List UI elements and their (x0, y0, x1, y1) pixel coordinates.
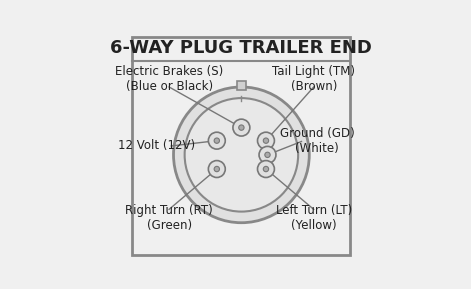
Circle shape (265, 152, 270, 158)
Circle shape (258, 161, 275, 177)
Text: Tail Light (TM)
(Brown): Tail Light (TM) (Brown) (272, 65, 355, 93)
Bar (237, 81, 245, 90)
Circle shape (173, 87, 309, 223)
Circle shape (239, 125, 244, 130)
Text: 12 Volt (12V): 12 Volt (12V) (118, 140, 195, 152)
Circle shape (214, 166, 219, 172)
Circle shape (233, 119, 250, 136)
Text: 6-WAY PLUG TRAILER END: 6-WAY PLUG TRAILER END (111, 39, 372, 57)
Text: Ground (GD)
(White): Ground (GD) (White) (280, 127, 354, 155)
Circle shape (263, 138, 268, 143)
Circle shape (258, 132, 275, 149)
Circle shape (214, 138, 219, 143)
Text: Electric Brakes (S)
(Blue or Black): Electric Brakes (S) (Blue or Black) (115, 65, 223, 93)
Circle shape (259, 147, 276, 163)
Text: Right Turn (RT)
(Green): Right Turn (RT) (Green) (125, 204, 213, 232)
Text: Left Turn (LT)
(Yellow): Left Turn (LT) (Yellow) (276, 204, 352, 232)
Circle shape (263, 166, 268, 172)
Circle shape (208, 132, 225, 149)
Circle shape (208, 161, 225, 177)
Circle shape (185, 98, 298, 212)
